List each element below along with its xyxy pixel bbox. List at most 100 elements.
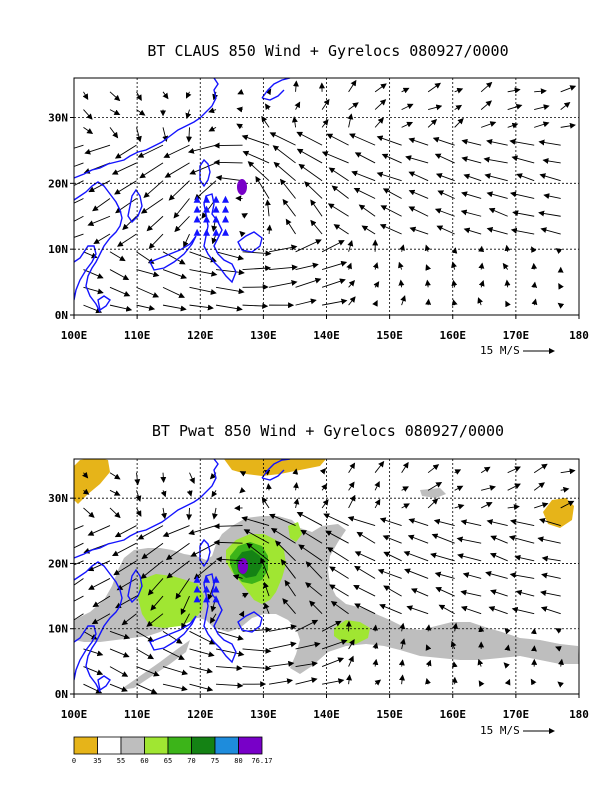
- wind-vector: [507, 122, 519, 129]
- x-tick-label: 120E: [187, 708, 214, 721]
- wind-vector: [403, 550, 429, 562]
- panel-2: BT Pwat 850 Wind + Gyrelocs 080927/0000: [48, 422, 589, 737]
- wind-vector: [215, 174, 243, 182]
- wind-vector: [208, 107, 217, 114]
- wind-vector: [325, 530, 349, 544]
- wind-vector: [460, 209, 482, 217]
- wind-vector: [373, 281, 380, 288]
- wind-vector: [434, 153, 455, 164]
- wind-vector: [193, 560, 217, 580]
- wind-vector: [295, 277, 322, 288]
- wind-vector: [401, 486, 409, 492]
- wind-vector: [162, 666, 189, 676]
- wind-vector: [215, 304, 243, 312]
- wind-vector: [379, 224, 402, 235]
- wind-vector: [481, 121, 497, 128]
- wind-vector: [454, 485, 464, 492]
- wind-vector: [502, 262, 509, 270]
- wind-vector: [87, 525, 111, 536]
- wind-vector: [428, 104, 443, 111]
- wind-vector: [427, 82, 441, 93]
- wind-vector: [87, 560, 111, 572]
- wind-vector: [358, 204, 376, 217]
- colorbar-label: 55: [117, 757, 125, 765]
- wind-vector: [374, 117, 384, 128]
- x-tick-label: 180: [569, 708, 589, 721]
- wind-vector: [531, 281, 538, 288]
- wind-vector: [477, 658, 484, 667]
- gyre-location-marker: [222, 228, 229, 236]
- wind-vector: [543, 193, 561, 200]
- colorbar-swatch: [191, 736, 216, 755]
- wind-vector: [296, 511, 323, 526]
- wind-vector: [348, 133, 376, 146]
- wind-vector: [486, 519, 508, 527]
- wind-vector: [425, 624, 432, 632]
- wind-vector: [451, 661, 458, 668]
- wind-vector: [232, 574, 243, 580]
- gyre-location-marker: [222, 195, 229, 203]
- wind-vector: [560, 101, 571, 110]
- wind-vector: [83, 304, 103, 314]
- wind-vector: [74, 525, 84, 530]
- wind-vector: [189, 683, 214, 692]
- wind-vector: [295, 677, 318, 685]
- wind-vector: [409, 226, 429, 235]
- wind-vector: [293, 498, 300, 509]
- x-tick-label: 140E: [313, 708, 340, 721]
- wind-vector: [382, 188, 402, 199]
- wind-vector: [480, 502, 493, 509]
- wind-vector: [215, 286, 245, 295]
- wind-vector: [238, 610, 245, 618]
- wind-vector: [304, 181, 323, 199]
- x-tick-label: 160E: [440, 329, 467, 342]
- wind-vector: [109, 630, 131, 640]
- wind-vector: [407, 534, 429, 544]
- wind-vector: [186, 490, 193, 497]
- gyre-location-marker: [212, 595, 220, 603]
- wind-vector: [268, 641, 297, 650]
- wind-vector: [263, 602, 270, 614]
- wind-vector: [239, 471, 247, 477]
- wind-vector: [486, 138, 508, 146]
- wind-vector: [236, 106, 243, 113]
- panel-1-title: BT CLAUS 850 Wind + Gyrelocs 080927/0000: [147, 42, 508, 60]
- wind-vector: [430, 552, 455, 562]
- wind-vector: [190, 542, 217, 557]
- wind-vector: [321, 678, 345, 685]
- wind-vector: [463, 173, 482, 182]
- wind-vector: [282, 598, 296, 615]
- wind-vector: [354, 152, 376, 164]
- y-tick-label: 10N: [48, 243, 68, 256]
- wind-vector: [268, 660, 295, 668]
- colorbar-swatch: [73, 736, 98, 755]
- wind-vector: [166, 560, 190, 579]
- wind-vector: [401, 87, 410, 94]
- wind-vector: [353, 187, 376, 199]
- colorbar-label: 80: [234, 757, 242, 765]
- colorbar-label: 35: [93, 757, 101, 765]
- wind-vector: [292, 80, 299, 92]
- wind-vector: [189, 666, 213, 674]
- wind-vector: [425, 644, 432, 651]
- wind-vector: [401, 103, 414, 111]
- panel-1-gyre-markers: [193, 179, 247, 236]
- wind-vector: [401, 461, 409, 473]
- wind-vector: [211, 507, 218, 520]
- wind-vector: [246, 542, 270, 562]
- panel-1-y-axis: 0N 10N 20N 30N: [48, 112, 74, 322]
- wind-vector: [408, 171, 429, 182]
- gyre-location-marker: [203, 595, 211, 603]
- wind-vector: [451, 279, 458, 288]
- wind-vector: [323, 513, 349, 526]
- wind-vector: [399, 244, 405, 252]
- wind-vector: [136, 127, 142, 143]
- gyre-location-marker: [212, 575, 220, 583]
- wind-vector: [477, 297, 484, 306]
- wind-vector: [134, 472, 141, 486]
- wind-vector: [164, 162, 190, 178]
- wind-vector: [310, 199, 323, 217]
- wind-vector: [215, 665, 243, 672]
- wind-vector: [374, 460, 385, 473]
- wind-vector: [460, 519, 482, 527]
